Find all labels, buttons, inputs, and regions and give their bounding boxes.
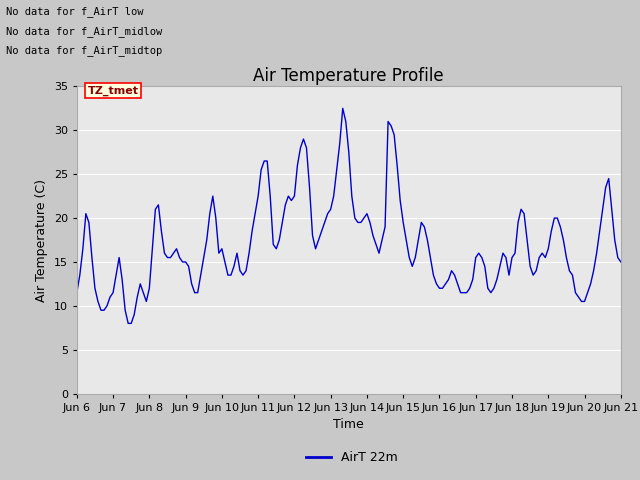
Text: No data for f_AirT low: No data for f_AirT low — [6, 6, 144, 17]
AirT 22m — [118, 276, 126, 282]
Text: No data for f_AirT_midlow: No data for f_AirT_midlow — [6, 25, 163, 36]
AirT 22m — [157, 228, 165, 234]
AirT 22m — [529, 272, 537, 278]
X-axis label: Time: Time — [333, 418, 364, 431]
Text: No data for f_AirT_midtop: No data for f_AirT_midtop — [6, 45, 163, 56]
AirT 22m — [124, 321, 132, 326]
Line: AirT 22m: AirT 22m — [77, 108, 621, 324]
AirT 22m — [342, 119, 349, 124]
AirT 22m — [227, 272, 235, 278]
AirT 22m — [617, 259, 625, 265]
Text: TZ_tmet: TZ_tmet — [88, 85, 139, 96]
AirT 22m — [336, 141, 344, 146]
AirT 22m — [339, 106, 347, 111]
Y-axis label: Air Temperature (C): Air Temperature (C) — [35, 179, 48, 301]
Legend: AirT 22m: AirT 22m — [301, 446, 403, 469]
AirT 22m — [73, 290, 81, 296]
Title: Air Temperature Profile: Air Temperature Profile — [253, 67, 444, 85]
